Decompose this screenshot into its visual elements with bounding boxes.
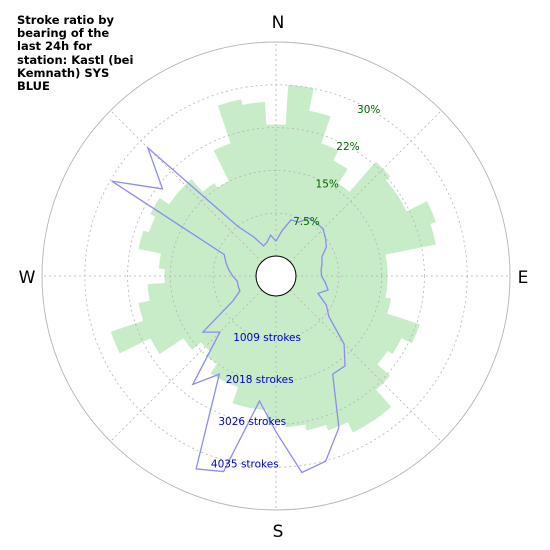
grid-ring bbox=[127, 127, 425, 425]
direction-label-s: S bbox=[273, 522, 284, 542]
grid-spoke bbox=[110, 110, 263, 263]
direction-label-w: W bbox=[19, 268, 36, 288]
grid-layer bbox=[41, 41, 511, 511]
stroke-count-line bbox=[111, 145, 346, 474]
grid-spoke bbox=[289, 110, 442, 263]
ratio-tick-label: 7.5% bbox=[293, 216, 320, 228]
line-layer bbox=[111, 145, 346, 474]
chart-title: Stroke ratio by bearing of the last 24h … bbox=[17, 13, 134, 94]
stroke-tick-label: 3026 strokes bbox=[218, 416, 286, 428]
stroke-tick-label: 2018 strokes bbox=[226, 374, 294, 386]
ratio-tick-label: 30% bbox=[357, 104, 380, 116]
ratio-tick-label: 15% bbox=[316, 179, 339, 191]
labels-layer: N E S W 7.5% 15% 22% 30% 1009 strokes 2018 stroke… bbox=[19, 13, 529, 542]
direction-label-e: E bbox=[518, 268, 529, 288]
direction-label-n: N bbox=[272, 13, 285, 33]
grid-spoke bbox=[110, 289, 263, 442]
stroke-tick-label: 1009 strokes bbox=[233, 332, 301, 344]
outer-ring bbox=[41, 41, 511, 511]
center-hole bbox=[255, 255, 297, 297]
ratio-tick-label: 22% bbox=[336, 141, 359, 153]
stroke-tick-label: 4035 strokes bbox=[211, 458, 279, 470]
grid-spoke bbox=[289, 289, 442, 442]
grid-ring bbox=[212, 212, 340, 340]
